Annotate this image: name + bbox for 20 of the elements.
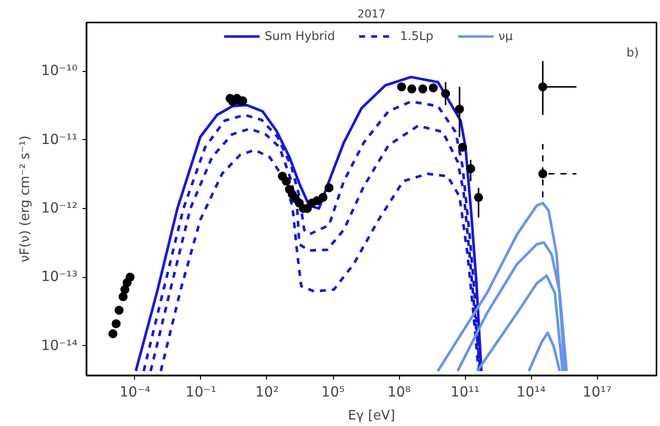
y-tick-label: 10⁻¹¹	[41, 132, 78, 148]
x-tick-label: 10⁵	[321, 384, 345, 400]
x-tick-label: 10⁻⁴	[120, 384, 151, 400]
y-tick-label: 10⁻¹⁴	[41, 338, 78, 354]
x-tick-label: 10¹¹	[450, 384, 480, 400]
y-tick-label: 10⁻¹⁰	[41, 63, 78, 80]
legend-label: 1.5Lp	[400, 29, 434, 43]
legend-label: Sum Hybrid	[264, 29, 335, 43]
x-tick-label: 10²	[255, 384, 279, 400]
chart-title: 2017	[358, 8, 386, 20]
y-tick-label: 10⁻¹³	[41, 269, 78, 286]
x-axis-title: Eγ [eV]	[348, 408, 396, 424]
x-tick-label: 10⁸	[387, 384, 412, 400]
y-tick-label: 10⁻¹²	[41, 200, 78, 216]
x-tick-label: 10¹⁴	[516, 384, 546, 400]
x-tick-label: 10⁻¹	[186, 384, 216, 400]
x-tick-label: 10¹⁷	[582, 384, 612, 400]
annotation: b)	[626, 46, 639, 60]
y-axis-title: νF(ν) (erg cm⁻² s⁻¹)	[18, 136, 34, 262]
legend-label: νμ	[498, 29, 514, 43]
